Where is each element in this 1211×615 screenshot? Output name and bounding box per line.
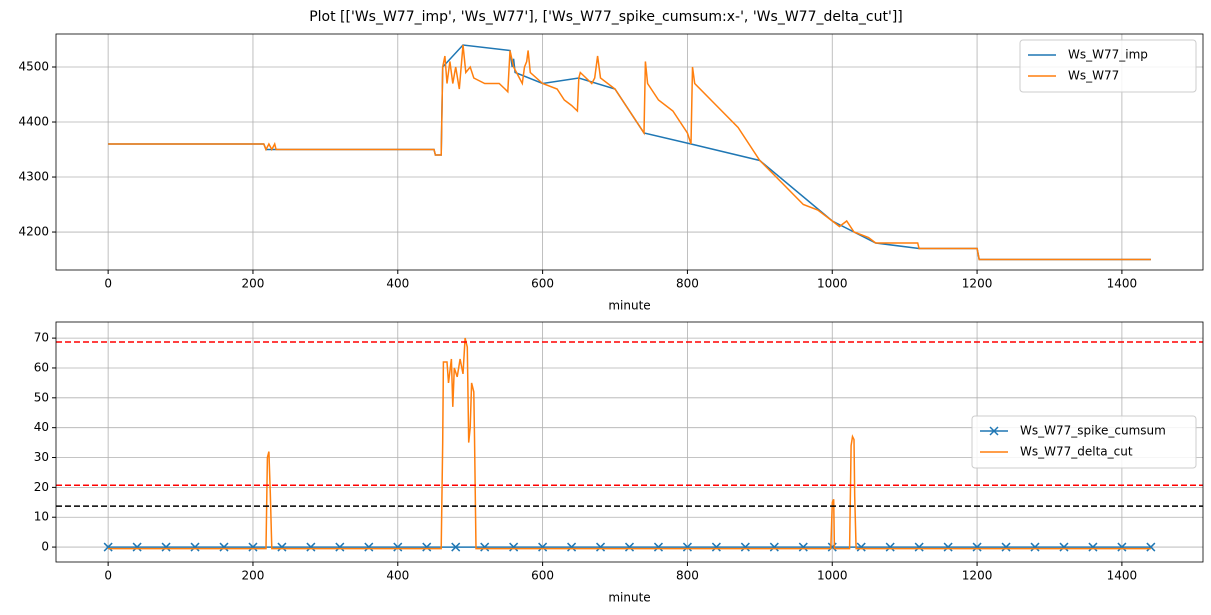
legend-box (1019, 39, 1197, 93)
y-tick-label: 4400 (18, 115, 49, 129)
x-tick-label: 600 (531, 277, 554, 291)
x-tick-label: 1400 (1107, 569, 1138, 583)
marker (132, 542, 142, 552)
series-line (108, 44, 1151, 261)
x-tick-label: 0 (104, 569, 112, 583)
marker (653, 542, 663, 552)
x-tick-label: 1400 (1107, 277, 1138, 291)
y-tick-label: 50 (34, 390, 49, 404)
marker (335, 542, 345, 552)
x-tick-label: 800 (676, 277, 699, 291)
marker (1117, 542, 1127, 552)
subplot: 0 200 400 600 800 1000 1200 1400 0 10 20 30 40 50 60 70… (34, 321, 1204, 605)
legend: Ws_W77_imp Ws_W77 (1019, 39, 1197, 93)
x-axis-label: minute (608, 299, 650, 313)
y-tick-label: 4200 (18, 225, 49, 239)
legend: Ws_W77_spike_cumsum Ws_W77_delta_cut (971, 415, 1197, 469)
marker (103, 542, 113, 552)
marker (769, 542, 779, 552)
marker (306, 542, 316, 552)
marker (740, 542, 750, 552)
axes-frame (55, 33, 1204, 271)
marker (989, 426, 999, 436)
x-tick-label: 1000 (817, 277, 848, 291)
x-tick-label: 800 (676, 569, 699, 583)
axes-frame (55, 321, 1204, 563)
marker (1001, 542, 1011, 552)
x-axis-label: minute (608, 591, 650, 605)
marker (277, 542, 287, 552)
marker (596, 542, 606, 552)
x-tick-label: 1200 (962, 277, 993, 291)
legend-label: Ws_W77 (1068, 69, 1119, 83)
y-tick-label: 70 (34, 331, 49, 345)
marker (1088, 542, 1098, 552)
marker (1030, 542, 1040, 552)
y-tick-label: 4300 (18, 170, 49, 184)
legend-label: Ws_W77_imp (1068, 48, 1148, 62)
y-tick-label: 40 (34, 420, 49, 434)
plot-area (108, 44, 1151, 261)
marker (972, 542, 982, 552)
marker (451, 542, 461, 552)
marker (567, 542, 577, 552)
marker (219, 542, 229, 552)
x-tick-label: 0 (104, 277, 112, 291)
marker (393, 542, 403, 552)
marker (682, 542, 692, 552)
marker (509, 542, 519, 552)
marker (711, 542, 721, 552)
figure-title: Plot [['Ws_W77_imp', 'Ws_W77'], ['Ws_W77… (309, 9, 903, 25)
x-tick-label: 1200 (962, 569, 993, 583)
y-tick-label: 0 (41, 540, 49, 554)
marker (480, 542, 490, 552)
x-tick-label: 400 (386, 569, 409, 583)
marker (943, 542, 953, 552)
y-tick-label: 30 (34, 450, 49, 464)
plot-area (56, 337, 1203, 552)
marker (1146, 542, 1156, 552)
marker (190, 542, 200, 552)
legend-label: Ws_W77_delta_cut (1020, 445, 1133, 459)
legend-box (971, 415, 1197, 469)
marker (798, 542, 808, 552)
marker (885, 542, 895, 552)
subplot: 0 200 400 600 800 1000 1200 1400 4200 4300 4400 450… (18, 33, 1204, 313)
y-tick-label: 4500 (18, 60, 49, 74)
marker (364, 542, 374, 552)
series-line (108, 44, 1151, 261)
marker (624, 542, 635, 552)
marker (856, 542, 866, 552)
marker (422, 542, 432, 552)
x-tick-label: 200 (242, 277, 265, 291)
marker (248, 542, 258, 552)
y-tick-label: 60 (34, 360, 49, 374)
marker (1059, 542, 1069, 552)
marker (538, 542, 548, 552)
marker (914, 542, 924, 552)
y-tick-label: 10 (34, 510, 49, 524)
marker (161, 542, 171, 552)
x-tick-label: 600 (531, 569, 554, 583)
x-tick-label: 200 (242, 569, 265, 583)
x-tick-label: 1000 (817, 569, 848, 583)
x-tick-label: 400 (386, 277, 409, 291)
legend-label: Ws_W77_spike_cumsum (1020, 424, 1166, 438)
y-tick-label: 20 (34, 480, 49, 494)
